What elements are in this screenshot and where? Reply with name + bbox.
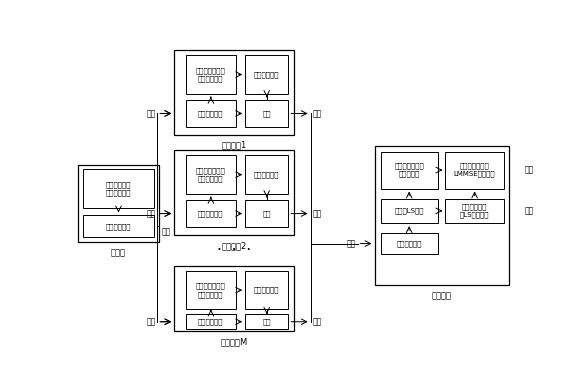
Bar [445,152,504,189]
Text: ·  ·  ·: · · · [217,243,251,258]
Text: 循环移位接收的
信道训练序列: 循环移位接收的 信道训练序列 [196,283,226,298]
Bar [245,200,288,227]
Bar [174,50,294,135]
Text: 产生循环正交
信道训练序列: 产生循环正交 信道训练序列 [106,181,131,196]
Text: 中继节点1: 中继节点1 [221,141,247,150]
Text: 去除循环前缀: 去除循环前缀 [396,240,422,247]
Text: 发送: 发送 [162,228,171,237]
Text: 插入循环前缀: 插入循环前缀 [254,171,279,178]
Bar [174,150,294,235]
Bar [186,55,236,94]
Text: 源节点: 源节点 [111,248,126,258]
Bar [245,314,288,329]
Text: 接收: 接收 [147,109,156,118]
Text: 循环移位接收的
信道训练序列: 循环移位接收的 信道训练序列 [196,67,226,82]
Bar [245,55,288,94]
Bar [374,146,509,285]
Text: 转发: 转发 [312,209,321,218]
Bar [245,271,288,310]
Text: 输出: 输出 [524,206,534,215]
Bar [186,271,236,310]
Bar [186,200,236,227]
Bar [83,169,154,208]
Text: 接收: 接收 [147,209,156,218]
Text: 去除循环前缀: 去除循环前缀 [198,110,223,117]
Text: 放大: 放大 [262,110,271,117]
Text: 插入循环前缀: 插入循环前缀 [254,71,279,78]
Bar [78,166,159,242]
Bar [174,265,294,331]
Text: 插入循环前缀: 插入循环前缀 [254,287,279,293]
Bar [445,199,504,223]
Text: 分离经各中继
的LS信道估计: 分离经各中继 的LS信道估计 [460,204,489,218]
Bar [186,100,236,127]
Text: 去除循环前缀: 去除循环前缀 [198,318,223,325]
Text: 输出: 输出 [524,166,534,175]
Bar [186,156,236,194]
Text: 放大: 放大 [262,318,271,325]
Text: 读取存储的信道
训练子矩阵: 读取存储的信道 训练子矩阵 [394,163,424,177]
Text: 放大: 放大 [262,210,271,217]
Text: 中继节点2: 中继节点2 [221,241,247,250]
Bar [381,233,438,254]
Text: 插入循环前缀: 插入循环前缀 [106,223,131,230]
Bar [245,156,288,194]
Text: 接收: 接收 [347,239,356,248]
Bar [381,152,438,189]
Text: 目的节点: 目的节点 [432,291,452,300]
Text: 计算经各中继的
LMMSE信道估计: 计算经各中继的 LMMSE信道估计 [454,163,495,177]
Bar [186,314,236,329]
Text: 总信道LS估计: 总信道LS估计 [395,208,424,214]
Text: 中继节点M: 中继节点M [221,337,247,346]
Bar [83,215,154,237]
Text: 转发: 转发 [312,109,321,118]
Text: 循环移位接收的
信道训练序列: 循环移位接收的 信道训练序列 [196,167,226,182]
Text: 去除循环前缀: 去除循环前缀 [198,210,223,217]
Bar [245,100,288,127]
Bar [381,199,438,223]
Text: 接收: 接收 [147,317,156,326]
Text: 转发: 转发 [312,317,321,326]
